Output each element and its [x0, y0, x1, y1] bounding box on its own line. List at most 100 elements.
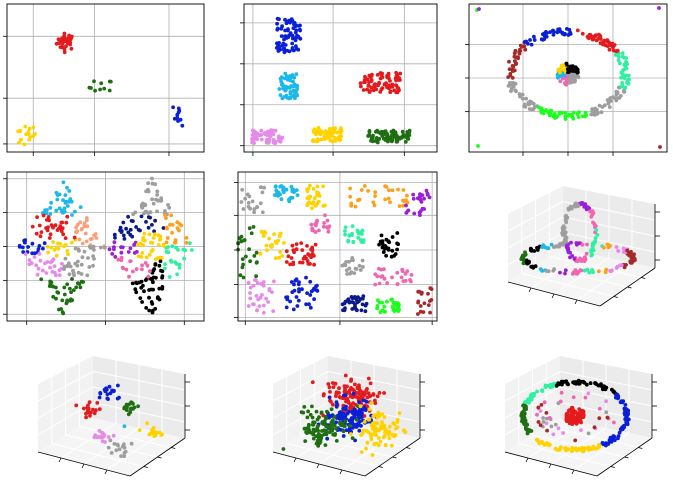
data-point [403, 134, 408, 139]
data-point [50, 270, 55, 274]
data-point [254, 294, 259, 298]
data-point [353, 394, 358, 399]
data-point [337, 395, 342, 399]
data-point [529, 248, 534, 253]
data-point [418, 309, 423, 314]
data-point [251, 283, 256, 288]
data-point [316, 435, 321, 439]
data-point [282, 50, 287, 55]
data-point [277, 192, 282, 197]
data-point [167, 275, 172, 279]
data-point [395, 282, 400, 287]
data-point [54, 285, 58, 290]
data-point [364, 399, 369, 404]
data-point [374, 441, 379, 446]
corner-point [477, 7, 481, 11]
data-point [290, 47, 295, 52]
data-point [327, 385, 332, 390]
data-point [306, 409, 310, 414]
data-point [345, 396, 350, 401]
data-point [267, 287, 272, 291]
data-point [92, 411, 97, 416]
data-point [280, 254, 284, 258]
data-point [559, 64, 564, 69]
data-point [625, 248, 630, 253]
data-point [535, 389, 539, 394]
data-point [174, 245, 179, 250]
data-point [344, 428, 349, 433]
data-point [121, 220, 126, 225]
data-point [361, 398, 366, 403]
panel-7 [37, 356, 190, 477]
data-point [576, 418, 581, 423]
panel-9 [504, 356, 657, 477]
data-point [306, 252, 310, 257]
data-point [337, 417, 342, 421]
data-point [616, 248, 620, 253]
data-point [281, 41, 286, 46]
data-point [169, 258, 173, 263]
data-point [289, 184, 294, 189]
data-point [311, 187, 316, 191]
data-point [261, 234, 266, 238]
data-point [521, 261, 526, 266]
data-point [399, 275, 404, 280]
data-point [622, 75, 627, 80]
data-point [328, 390, 332, 394]
data-point [122, 445, 127, 450]
data-point [276, 42, 280, 47]
data-point [526, 397, 530, 402]
data-point [47, 236, 52, 240]
data-point [362, 420, 367, 424]
data-point [287, 96, 292, 100]
data-point [87, 265, 92, 269]
data-point [560, 242, 565, 247]
data-point [139, 214, 144, 219]
data-point [345, 272, 349, 276]
data-point [308, 183, 312, 188]
data-point [551, 268, 556, 273]
data-point [291, 79, 295, 84]
data-point [627, 253, 631, 258]
data-point [583, 257, 588, 262]
data-point [325, 436, 330, 441]
panel-5 [234, 171, 438, 325]
data-point [337, 386, 341, 391]
data-point [98, 87, 102, 92]
data-point [342, 262, 347, 267]
data-point [136, 404, 140, 409]
data-point [292, 75, 297, 80]
data-point [566, 113, 571, 118]
data-point [561, 431, 565, 435]
data-point [333, 381, 338, 386]
data-point [64, 44, 68, 49]
data-point [597, 416, 602, 421]
data-point [401, 279, 406, 283]
data-point [119, 230, 124, 235]
data-point [312, 286, 316, 291]
data-point [370, 453, 375, 457]
data-point [354, 307, 359, 312]
data-point [309, 222, 314, 227]
data-point [366, 189, 370, 193]
data-point [275, 21, 279, 26]
data-point [153, 262, 158, 266]
data-point [317, 228, 321, 233]
data-point [357, 400, 362, 405]
data-point [592, 425, 597, 430]
data-point [145, 263, 150, 268]
data-point [377, 242, 381, 247]
data-point [373, 190, 378, 195]
data-point [375, 394, 380, 399]
data-point [425, 193, 430, 197]
data-point [325, 218, 330, 223]
data-point [390, 188, 395, 193]
data-point [384, 237, 389, 242]
data-point [30, 224, 35, 229]
data-point [248, 296, 253, 301]
data-point [404, 203, 408, 208]
data-point [310, 415, 315, 420]
data-point [130, 281, 135, 286]
data-point [359, 84, 363, 89]
data-point [300, 260, 305, 265]
